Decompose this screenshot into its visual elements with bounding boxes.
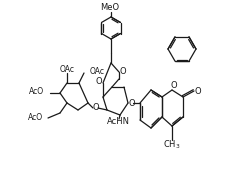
- Text: AcO: AcO: [29, 87, 44, 96]
- Text: AcO: AcO: [28, 113, 43, 122]
- Text: O: O: [120, 67, 126, 76]
- Text: O: O: [93, 104, 99, 113]
- Text: O: O: [195, 87, 201, 96]
- Text: AcHN: AcHN: [107, 118, 130, 127]
- Text: O: O: [129, 98, 135, 107]
- Text: OAc: OAc: [60, 64, 74, 73]
- Text: O: O: [171, 81, 177, 90]
- Text: MeO: MeO: [100, 4, 120, 13]
- Text: CH$_3$: CH$_3$: [163, 139, 181, 151]
- Text: O: O: [96, 78, 102, 87]
- Text: OAc: OAc: [90, 67, 105, 76]
